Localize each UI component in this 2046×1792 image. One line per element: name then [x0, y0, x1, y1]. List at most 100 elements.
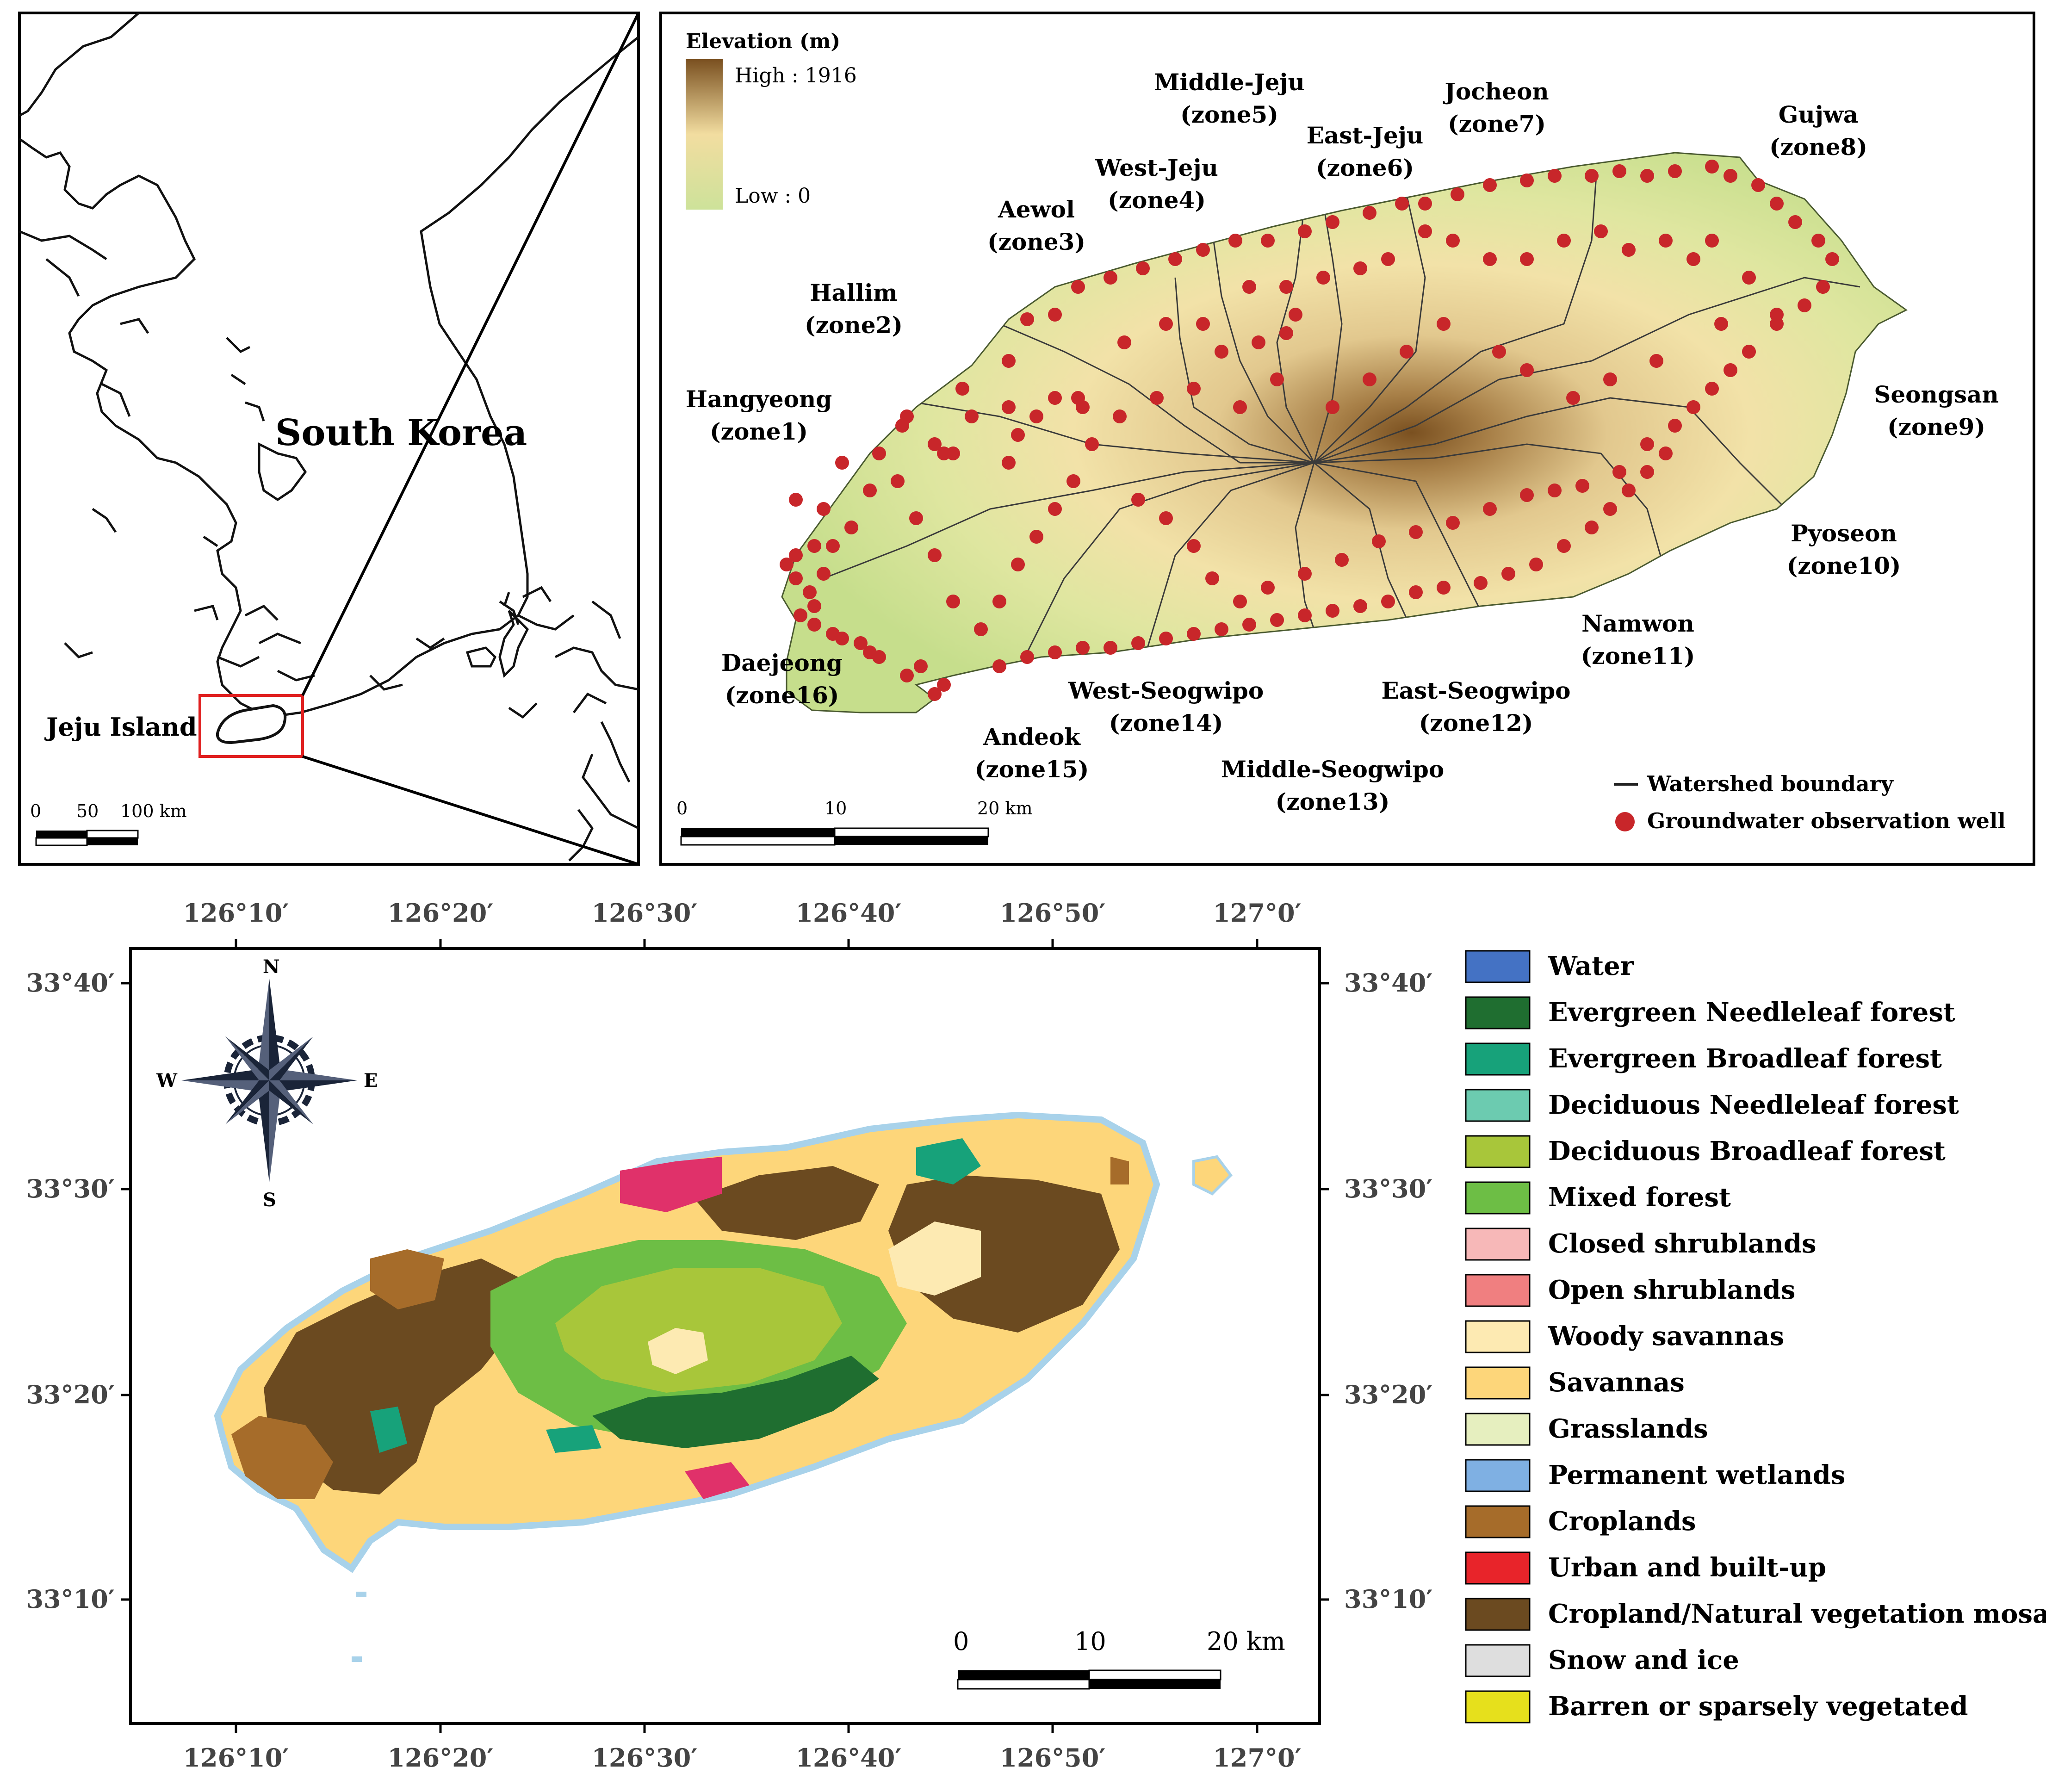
legend-label: Open shrublands	[1548, 1275, 1795, 1305]
well-marker	[789, 571, 803, 585]
well-marker	[1770, 197, 1784, 211]
connector-line-bottom	[302, 755, 639, 866]
well-marker	[1104, 271, 1117, 285]
well-marker	[1353, 599, 1367, 613]
well-marker	[1474, 576, 1488, 590]
well-marker	[1270, 613, 1284, 627]
well-marker	[1409, 525, 1423, 539]
legend-swatch	[1465, 1274, 1531, 1307]
well-marker	[1418, 197, 1432, 211]
lat-tick-label: 33°20′	[1344, 1380, 1433, 1409]
well-marker	[1751, 178, 1765, 192]
legend-label: Cropland/Natural vegetation mosaic	[1548, 1599, 2046, 1629]
croplands-northeast	[1110, 1157, 1129, 1184]
well-marker	[937, 678, 951, 692]
compass-rose: N S E W	[156, 956, 378, 1211]
well-marker	[1520, 174, 1534, 187]
zone-name-label: Seongsan	[1874, 381, 1998, 408]
legend-label: Grasslands	[1548, 1414, 1708, 1444]
well-marker	[900, 409, 914, 423]
well-marker	[1002, 354, 1016, 368]
well-marker	[1640, 437, 1654, 451]
well-marker	[1066, 474, 1080, 488]
well-marker	[1117, 335, 1131, 349]
zone-name-label: Namwon	[1581, 610, 1694, 637]
well-marker	[992, 659, 1006, 673]
well-marker	[1622, 243, 1636, 257]
woody-savanna-east	[888, 1222, 981, 1296]
well-marker	[1076, 641, 1090, 655]
scale-tick-label: 20 km	[1207, 1627, 1285, 1656]
elevation-scale-bar: 0 10 20 km	[676, 798, 1033, 846]
well-marker	[1668, 419, 1682, 433]
well-marker	[1029, 530, 1043, 544]
well-marker	[928, 548, 942, 562]
legend-swatch	[1465, 1089, 1531, 1122]
well-marker	[946, 595, 960, 608]
well-marker	[1187, 627, 1201, 641]
well-marker	[1029, 409, 1043, 423]
landcover-legend: Water Evergreen Needleleaf forest Evergree…	[1465, 950, 2046, 1724]
well-marker	[1520, 488, 1534, 502]
well-marker	[854, 636, 868, 650]
legend-swatch	[1465, 1459, 1531, 1492]
well-marker	[1483, 502, 1497, 516]
well-marker	[1686, 400, 1700, 414]
well-marker	[1788, 215, 1802, 229]
well-marker	[1548, 169, 1562, 183]
croplands-northwest	[370, 1249, 444, 1309]
scale-tick-label: 10	[825, 798, 847, 818]
well-marker	[1742, 345, 1756, 359]
well-marker	[1585, 169, 1599, 183]
legend-label: Evergreen Broadleaf forest	[1548, 1043, 1942, 1074]
zone-name-label: Hallim	[810, 279, 898, 306]
zone-name-label: Middle-Seogwipo	[1221, 756, 1444, 783]
legend-swatch	[1465, 1505, 1531, 1538]
lat-tick-label: 33°30′	[1344, 1174, 1433, 1203]
well-marker	[1575, 479, 1589, 493]
elevation-high-label: High : 1916	[735, 64, 857, 87]
legend-label: Croplands	[1548, 1506, 1696, 1537]
well-marker	[891, 474, 905, 488]
well-marker	[1002, 400, 1016, 414]
well-marker	[1566, 391, 1580, 405]
zone-number-label: (zone8)	[1769, 133, 1867, 161]
latitude-ticks-right: 33°40′ 33°30′ 33°20′ 33°10′	[1320, 968, 1433, 1614]
island-label: Jeju Island	[44, 712, 197, 742]
zone-name-label: Middle-Jeju	[1154, 68, 1305, 96]
watershed-boundaries	[823, 175, 1860, 671]
lon-tick-label: 126°20′	[387, 898, 493, 928]
well-marker	[1335, 553, 1349, 567]
well-marker	[807, 539, 821, 553]
well-marker	[1705, 234, 1719, 248]
longitude-ticks-bottom: 126°10′ 126°20′ 126°30′ 126°40′ 126°50′ 127°0…	[183, 1724, 1302, 1773]
well-marker	[1381, 252, 1395, 266]
well-marker	[1798, 298, 1811, 312]
elevation-color-ramp	[686, 59, 723, 210]
zone-number-label: (zone2)	[805, 311, 903, 339]
well-marker	[1242, 618, 1256, 632]
well-marker	[1215, 345, 1228, 359]
woody-savanna-summit-patch	[648, 1328, 708, 1374]
well-marker	[1603, 372, 1617, 386]
well-marker	[1113, 409, 1127, 423]
well-marker	[1705, 382, 1719, 396]
lon-tick-label: 126°10′	[183, 1743, 289, 1773]
well-marker	[1215, 622, 1228, 636]
well-marker	[1242, 280, 1256, 294]
well-marker	[1483, 178, 1497, 192]
well-marker	[1071, 280, 1085, 294]
legend-swatch	[1465, 1598, 1531, 1631]
well-marker	[1686, 252, 1700, 266]
cropland-mosaic-west	[264, 1259, 518, 1494]
well-marker	[807, 618, 821, 632]
compass-north-label: N	[263, 956, 280, 978]
landcover-raster	[214, 1111, 1233, 1662]
scale-tick-label: 50	[76, 801, 99, 821]
well-marker	[1603, 502, 1617, 516]
well-marker	[1131, 493, 1145, 507]
compass-south-label: S	[263, 1189, 276, 1211]
lon-tick-label: 126°50′	[999, 898, 1105, 928]
legend-label: Savannas	[1548, 1367, 1685, 1398]
